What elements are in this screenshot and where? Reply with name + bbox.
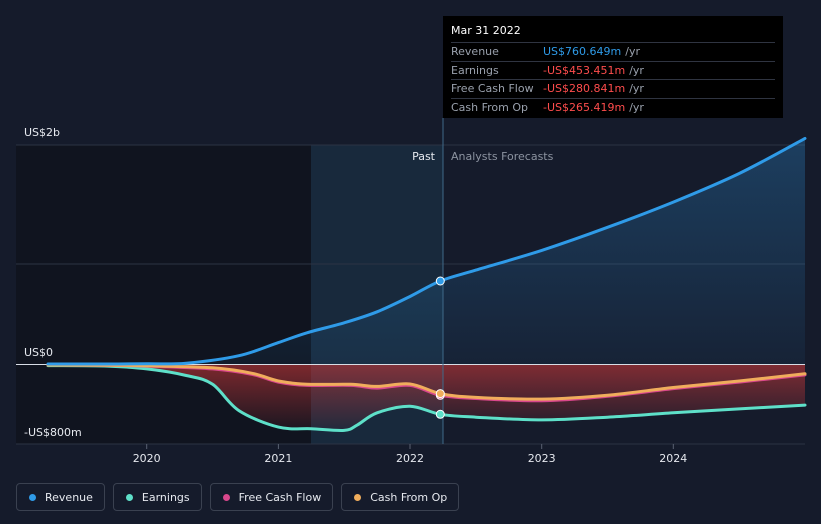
earnings-area [48, 364, 805, 431]
tooltip-row-free-cash-flow: Free Cash Flow -US$280.841m /yr [451, 79, 775, 98]
x-tick-label: 2024 [659, 452, 687, 465]
tooltip-row-value: -US$265.419m [543, 100, 626, 114]
cash-from-op-dot-icon [354, 493, 362, 501]
series-line-earnings [46, 364, 807, 433]
tooltip-row-label: Revenue [451, 45, 499, 59]
legend-label: Cash From Op [370, 490, 448, 504]
tooltip-row-label: Cash From Op [451, 100, 529, 114]
legend-item-earnings[interactable]: Earnings [112, 483, 202, 511]
legend: Revenue Earnings Free Cash Flow Cash Fro… [16, 483, 460, 511]
tooltip-row-cash-from-op: Cash From Op -US$265.419m /yr [451, 97, 775, 117]
tooltip-row-unit: /yr [625, 45, 640, 59]
marker-earnings[interactable] [435, 409, 445, 419]
tooltip-row-label: Free Cash Flow [451, 82, 534, 96]
earnings-dot-icon [125, 493, 133, 501]
tooltip-row-value: US$760.649m [543, 45, 622, 59]
legend-label: Free Cash Flow [238, 490, 322, 504]
tooltip-row-unit: /yr [629, 100, 644, 114]
x-tick-label: 2020 [133, 452, 161, 465]
x-tick-label: 2023 [528, 452, 556, 465]
revenue-dot-icon [29, 493, 36, 501]
tooltip-row-revenue: Revenue US$760.649m /yr [451, 42, 775, 61]
tooltip-row-unit: /yr [629, 82, 644, 96]
series-line-cash-from-op [46, 363, 807, 401]
legend-item-free-cash-flow[interactable]: Free Cash Flow [209, 483, 334, 511]
tooltip-row-earnings: Earnings -US$453.451m /yr [451, 60, 775, 80]
y-label-zero: US$0 [24, 346, 53, 359]
x-tick-label: 2021 [264, 452, 292, 465]
y-label-bottom: -US$800m [24, 426, 82, 439]
tooltip-row-label: Earnings [451, 63, 499, 77]
tooltip-row-value: -US$453.451m [543, 63, 626, 77]
tooltip-row-unit: /yr [629, 63, 644, 77]
legend-item-revenue[interactable]: Revenue [16, 483, 105, 511]
forecast-label: Analysts Forecasts [451, 150, 554, 163]
free-cash-flow-dot-icon [222, 493, 230, 501]
revenue-area [48, 138, 805, 365]
legend-label: Revenue [45, 490, 93, 504]
y-label-top: US$2b [24, 126, 60, 139]
marker-revenue[interactable] [435, 276, 445, 286]
series-line-revenue [46, 136, 807, 366]
marker-cash-from-op[interactable] [435, 389, 445, 399]
tooltip-panel: Mar 31 2022 Revenue US$760.649m /yr Earn… [443, 16, 783, 118]
tooltip-date: Mar 31 2022 [451, 24, 521, 37]
x-tick-label: 2022 [396, 452, 424, 465]
legend-label: Earnings [141, 490, 190, 504]
past-label: Past [412, 150, 436, 163]
legend-item-cash-from-op[interactable]: Cash From Op [341, 483, 460, 511]
tooltip-row-value: -US$280.841m [543, 82, 626, 96]
